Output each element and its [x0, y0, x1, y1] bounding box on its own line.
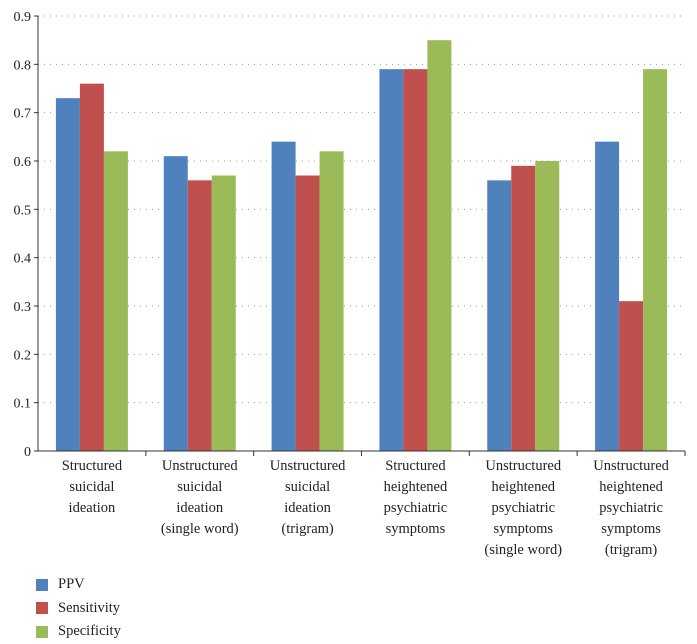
y-tick-label: 0.3 — [14, 300, 32, 315]
bar-ppv-4 — [487, 180, 512, 452]
legend-swatch-ppv — [36, 578, 48, 591]
legend-label-sensitivity: Sensitivity — [58, 599, 121, 616]
bar-ppv-1 — [163, 156, 188, 451]
bar-specificity-1 — [211, 175, 236, 451]
bar-sensitivity-3 — [403, 69, 428, 452]
bar-ppv-2 — [271, 141, 296, 451]
y-tick-label: 0.1 — [14, 397, 32, 412]
bar-specificity-0 — [103, 151, 128, 452]
bar-sensitivity-0 — [79, 83, 104, 452]
y-tick-label: 0.6 — [14, 155, 32, 170]
gridlines — [38, 15, 685, 404]
x-category-label: Unstructured suicidal ideation (single word… — [161, 458, 239, 537]
legend: PPV Sensitivity Specificity — [36, 573, 121, 644]
legend-item-sensitivity: Sensitivity — [36, 597, 121, 621]
x-category-label: Unstructured heightened psychiatric symptom… — [593, 458, 669, 558]
y-tick-label: 0 — [24, 445, 31, 460]
legend-item-specificity: Specificity — [36, 620, 121, 644]
y-tick-label: 0.5 — [14, 203, 32, 218]
y-tick-label: 0.8 — [14, 58, 32, 73]
bar-specificity-5 — [643, 69, 668, 452]
x-category-label: Structured heightened psychiatric symptoms — [384, 458, 448, 537]
legend-label-specificity: Specificity — [58, 623, 121, 640]
y-tick-label: 0.2 — [14, 348, 32, 363]
y-tick-label: 0.9 — [14, 10, 32, 25]
y-tick-label: 0.4 — [14, 252, 32, 267]
bars — [55, 40, 668, 452]
bar-specificity-4 — [535, 161, 560, 451]
legend-label-ppv: PPV — [58, 576, 85, 593]
bar-ppv-0 — [55, 98, 80, 452]
bar-sensitivity-1 — [187, 180, 212, 452]
legend-swatch-specificity — [36, 625, 48, 638]
bar-ppv-3 — [379, 69, 404, 452]
x-category-label: Structured suicidal ideation — [62, 458, 123, 516]
bar-specificity-2 — [319, 151, 344, 452]
x-category-label: Unstructured suicidal ideation (trigram) — [270, 458, 346, 537]
bar-ppv-5 — [595, 141, 620, 451]
bar-specificity-3 — [427, 40, 452, 452]
bar-sensitivity-4 — [511, 165, 536, 452]
legend-swatch-sensitivity — [36, 602, 48, 615]
y-axis-ticks: 0 0.1 0.2 0.3 0.4 0.5 0.6 0.7 0.8 0.9 — [14, 10, 38, 460]
y-tick-label: 0.7 — [14, 107, 32, 122]
legend-item-ppv: PPV — [36, 573, 121, 597]
x-axis-labels: Structured suicidal ideation Unstructured su… — [62, 451, 686, 558]
x-category-label: Unstructured heightened psychiatric symptom… — [484, 458, 562, 558]
bar-sensitivity-2 — [295, 175, 320, 451]
bar-sensitivity-5 — [619, 301, 644, 451]
